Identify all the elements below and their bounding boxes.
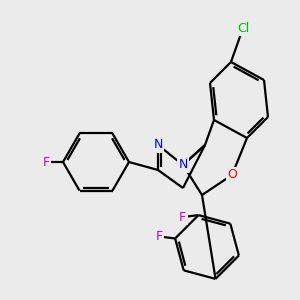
Text: Cl: Cl [237,22,249,34]
Text: N: N [153,139,163,152]
Text: F: F [156,230,163,243]
Text: F: F [42,155,50,169]
Text: F: F [179,211,186,224]
Text: N: N [178,158,188,172]
Text: O: O [227,169,237,182]
